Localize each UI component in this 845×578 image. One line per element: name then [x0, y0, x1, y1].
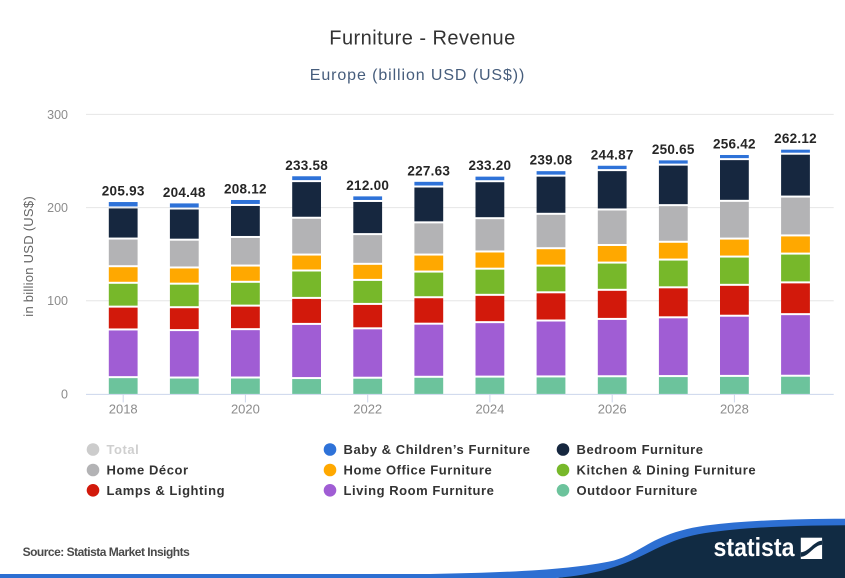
svg-text:250.65: 250.65 [652, 142, 695, 157]
svg-text:200: 200 [47, 201, 68, 215]
svg-text:Home Décor: Home Décor [107, 463, 189, 478]
svg-text:Total: Total [107, 442, 140, 457]
svg-text:Europe (billion USD (US$)): Europe (billion USD (US$)) [310, 67, 525, 84]
svg-text:239.08: 239.08 [530, 153, 573, 168]
svg-text:2018: 2018 [109, 402, 138, 417]
svg-text:Bedroom Furniture: Bedroom Furniture [577, 442, 704, 457]
svg-text:233.58: 233.58 [285, 158, 328, 173]
svg-text:Source: Statista Market Insigh: Source: Statista Market Insights [23, 545, 191, 559]
svg-text:300: 300 [47, 108, 68, 122]
svg-text:Lamps & Lighting: Lamps & Lighting [107, 483, 226, 498]
svg-text:2024: 2024 [475, 402, 504, 417]
svg-text:Furniture - Revenue: Furniture - Revenue [329, 28, 515, 50]
svg-text:in billion USD (US$): in billion USD (US$) [21, 196, 36, 317]
svg-text:244.87: 244.87 [591, 147, 634, 162]
svg-text:204.48: 204.48 [163, 185, 206, 200]
svg-text:Home Office Furniture: Home Office Furniture [344, 463, 493, 478]
svg-text:256.42: 256.42 [713, 137, 756, 152]
svg-text:Kitchen & Dining Furniture: Kitchen & Dining Furniture [577, 463, 757, 478]
svg-text:2028: 2028 [720, 402, 749, 417]
svg-text:Living Room Furniture: Living Room Furniture [344, 483, 495, 498]
svg-text:Baby & Children’s Furniture: Baby & Children’s Furniture [344, 442, 531, 457]
svg-text:100: 100 [47, 294, 68, 308]
svg-text:205.93: 205.93 [102, 184, 145, 199]
svg-text:227.63: 227.63 [407, 163, 450, 178]
svg-text:0: 0 [61, 387, 68, 401]
svg-text:2020: 2020 [231, 402, 260, 417]
svg-text:statista: statista [714, 532, 795, 562]
svg-text:2022: 2022 [353, 402, 382, 417]
svg-text:233.20: 233.20 [469, 158, 512, 173]
svg-text:262.12: 262.12 [774, 131, 817, 146]
svg-text:2026: 2026 [598, 402, 627, 417]
svg-text:212.00: 212.00 [346, 178, 389, 193]
svg-text:208.12: 208.12 [224, 182, 267, 197]
svg-text:Outdoor Furniture: Outdoor Furniture [577, 483, 698, 498]
